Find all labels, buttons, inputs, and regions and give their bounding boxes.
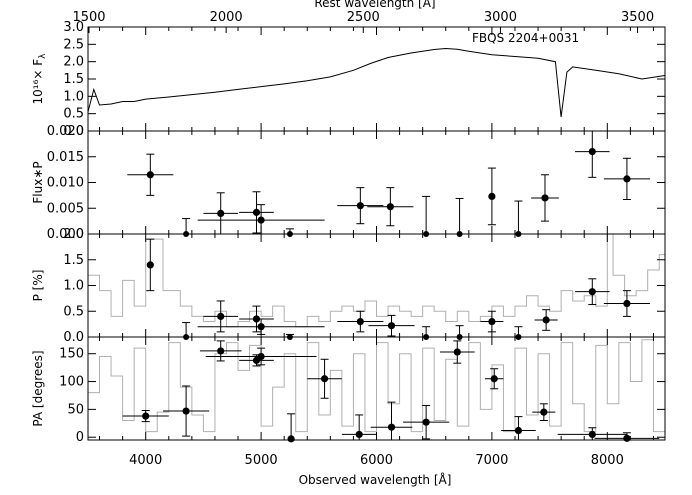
data-point	[146, 261, 154, 269]
x-tick-label: 5000	[245, 453, 278, 468]
data-point	[287, 435, 295, 443]
data-point	[146, 171, 154, 179]
background-step-line	[88, 233, 665, 328]
data-point	[514, 426, 523, 435]
data-point	[252, 208, 261, 216]
panel-pol: 0.0 0.5 1.0 1.5 2.0 P [%]	[31, 227, 666, 345]
y-axis-label: P [%]	[31, 270, 45, 302]
y-tick-label: 0.5	[63, 107, 84, 122]
rest-tick-label: 1500	[72, 10, 105, 25]
y-tick-label: 2.0	[63, 55, 84, 70]
object-name-label: FBQS 2204+0031	[472, 31, 579, 45]
x-tick-label: 7000	[475, 453, 508, 468]
x-tick-label: 4000	[129, 453, 162, 468]
data-point	[488, 317, 496, 326]
data-point	[387, 423, 396, 431]
data-point	[252, 315, 261, 323]
data-point	[217, 312, 225, 320]
y-tick-label: 1.0	[63, 279, 84, 294]
y-tick-label: 2.0	[63, 227, 84, 242]
y-tick-label: 0.020	[47, 124, 84, 139]
y-tick-label: 1.0	[63, 89, 84, 104]
y-axis-label-subscript: λ	[38, 53, 48, 59]
y-axis-label: PA [degrees]	[31, 350, 45, 426]
panel-pa: 0 50 100 150 PA [degrees]	[31, 336, 666, 445]
y-tick-label: 0.0	[63, 124, 84, 139]
y-tick-label: 1.5	[63, 72, 84, 87]
rest-tick-label: 2500	[347, 10, 380, 25]
rest-tick-label: 2000	[210, 10, 243, 25]
panel-frame	[87, 130, 666, 235]
data-point	[320, 375, 329, 383]
rest-tick-label: 3000	[484, 10, 517, 25]
y-tick-label: 0.000	[47, 227, 84, 242]
data-point	[217, 347, 225, 355]
data-point	[588, 148, 596, 156]
data-point	[540, 408, 548, 416]
data-point	[623, 299, 631, 308]
data-point	[623, 434, 631, 442]
rest-wavelength-label: Rest wavelength [Å]	[314, 0, 435, 10]
y-tick-label: 0.005	[47, 201, 84, 216]
data-point	[542, 316, 550, 324]
x-tick-label: 6000	[360, 453, 393, 468]
y-tick-label: 0.015	[47, 150, 84, 165]
data-point	[623, 175, 631, 183]
y-tick-label: 0.0	[63, 330, 84, 345]
data-point	[142, 412, 150, 420]
data-point	[453, 348, 461, 356]
y-axis-label: 10¹⁶× Fλ	[31, 53, 48, 105]
data-point	[355, 430, 363, 439]
y-tick-label: 2.5	[63, 37, 84, 52]
data-point	[217, 209, 225, 217]
data-point	[588, 288, 596, 296]
y-tick-label: 0.5	[63, 304, 84, 319]
data-point	[257, 352, 265, 361]
data-point	[490, 375, 498, 383]
y-tick-label: 0.010	[47, 176, 84, 191]
data-point	[541, 194, 549, 202]
x-tick-label: 8000	[591, 453, 624, 468]
y-tick-label: 0	[76, 430, 84, 445]
y-tick-label: 3.0	[63, 20, 84, 35]
background-step-line	[88, 339, 666, 433]
y-tick-label: 1.5	[63, 253, 84, 268]
data-point	[488, 192, 496, 201]
data-point	[386, 203, 394, 211]
panels-group: 1500 2000 2500 3000 35000.00.51.01.52.02.53.…	[31, 10, 666, 468]
observed-wavelength-label: Observed wavelength [Å]	[299, 472, 452, 487]
data-point	[356, 317, 364, 326]
data-point	[257, 323, 265, 331]
data-point	[182, 407, 190, 415]
y-tick-label: 150	[59, 347, 84, 362]
data-point	[257, 216, 265, 224]
panel-polflux: 0.000 0.005 0.010 0.015 0.020 Flux∗P	[31, 124, 666, 242]
data-point	[387, 322, 396, 330]
data-point	[422, 418, 430, 426]
y-tick-label: 50	[67, 402, 84, 417]
rest-tick-label: 3500	[621, 10, 654, 25]
y-tick-label: 100	[59, 375, 84, 390]
data-point	[588, 430, 596, 439]
spectrum-line	[87, 47, 666, 118]
data-point	[356, 202, 364, 210]
y-axis-label: Flux∗P	[31, 161, 45, 203]
